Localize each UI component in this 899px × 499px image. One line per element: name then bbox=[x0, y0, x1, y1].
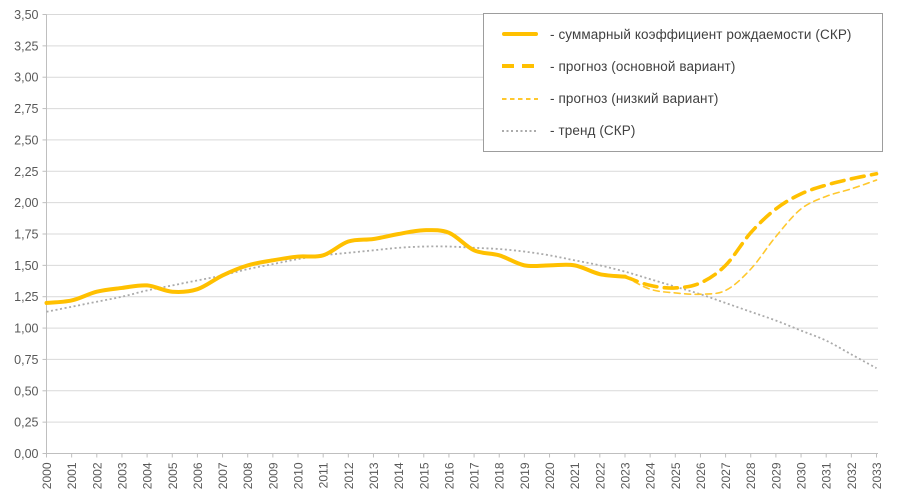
y-axis-tick-label: 1,75 bbox=[14, 227, 38, 241]
x-axis-tick-label: 2014 bbox=[392, 462, 406, 489]
y-axis-tick-label: 0,00 bbox=[14, 447, 38, 461]
y-axis-tick-label: 3,50 bbox=[14, 8, 38, 22]
legend-item-forecast-main: - прогноз (основной вариант) bbox=[502, 59, 876, 74]
y-axis-tick-label: 0,50 bbox=[14, 384, 38, 398]
y-axis-tick-label: 1,50 bbox=[14, 259, 38, 273]
x-axis-tick-label: 2031 bbox=[820, 462, 834, 489]
series-forecast-low-line bbox=[624, 179, 878, 296]
x-axis-tick-label: 2032 bbox=[845, 462, 859, 489]
x-axis-tick-label: 2018 bbox=[493, 462, 507, 489]
x-axis-tick-label: 2015 bbox=[417, 462, 431, 489]
y-axis-tick-label: 2,75 bbox=[14, 102, 38, 116]
legend-swatch-thin-dashed-line bbox=[502, 97, 538, 100]
legend-swatch-dotted-line bbox=[502, 129, 538, 132]
x-axis-tick-label: 2027 bbox=[719, 462, 733, 489]
legend-label-forecast-low: - прогноз (низкий вариант) bbox=[550, 91, 719, 107]
x-axis-tick-label: 2017 bbox=[468, 462, 482, 489]
legend-label-trend: - тренд (СКР) bbox=[550, 123, 636, 139]
x-axis-tick-label: 2005 bbox=[166, 462, 180, 489]
y-axis-tick-label: 0,25 bbox=[14, 416, 38, 430]
x-axis-tick-label: 2030 bbox=[795, 462, 809, 489]
x-axis-tick-label: 2021 bbox=[568, 462, 582, 489]
x-axis-tick-label: 2033 bbox=[870, 462, 884, 489]
legend-item-forecast-low: - прогноз (низкий вариант) bbox=[502, 91, 876, 106]
x-axis-tick-label: 2007 bbox=[216, 462, 230, 489]
y-axis-tick-label: 2,00 bbox=[14, 196, 38, 210]
x-axis-tick-label: 2001 bbox=[65, 462, 79, 489]
legend-swatch-solid-line bbox=[502, 32, 538, 37]
x-axis-tick-label: 2026 bbox=[694, 462, 708, 489]
x-axis-tick-label: 2025 bbox=[669, 462, 683, 489]
x-axis-tick-label: 2011 bbox=[317, 462, 331, 488]
x-axis-tick-label: 2006 bbox=[191, 462, 205, 489]
x-axis-tick-label: 2003 bbox=[115, 462, 129, 489]
x-axis-tick-label: 2023 bbox=[618, 462, 632, 489]
legend-item-fact: - суммарный коэффициент рождаемости (СКР… bbox=[502, 27, 876, 42]
y-axis-tick-label: 1,25 bbox=[14, 290, 38, 304]
x-axis-tick-label: 2000 bbox=[40, 462, 54, 489]
x-axis-tick-label: 2004 bbox=[141, 462, 155, 489]
series-forecast-main-line bbox=[623, 171, 879, 290]
x-axis-tick-label: 2013 bbox=[367, 462, 381, 489]
x-axis-tick-label: 2009 bbox=[266, 462, 280, 489]
y-axis-tick-label: 2,25 bbox=[14, 165, 38, 179]
series-trend-line bbox=[46, 245, 877, 369]
x-axis-tick-label: 2020 bbox=[543, 462, 557, 489]
legend-swatch-thick-dashed-line bbox=[502, 64, 538, 69]
x-axis-tick-label: 2028 bbox=[744, 462, 758, 489]
legend-label-forecast-main: - прогноз (основной вариант) bbox=[550, 58, 736, 74]
legend-label-fact: - суммарный коэффициент рождаемости (СКР… bbox=[550, 26, 852, 42]
y-axis-tick-label: 1,00 bbox=[14, 322, 38, 336]
x-axis-tick-label: 2016 bbox=[442, 462, 456, 489]
x-axis-tick-label: 2022 bbox=[593, 462, 607, 489]
y-axis-tick-label: 2,50 bbox=[14, 133, 38, 147]
series-fact-line bbox=[44, 228, 627, 305]
legend-box: - суммарный коэффициент рождаемости (СКР… bbox=[483, 13, 883, 152]
x-axis-tick-label: 2010 bbox=[292, 462, 306, 489]
x-axis-tick-label: 2008 bbox=[241, 462, 255, 489]
x-axis-tick-label: 2019 bbox=[518, 462, 532, 489]
x-axis-tick-label: 2002 bbox=[90, 462, 104, 489]
y-axis-tick-label: 3,25 bbox=[14, 39, 38, 53]
y-axis-tick-label: 0,75 bbox=[14, 353, 38, 367]
y-axis-tick-label: 3,00 bbox=[14, 71, 38, 85]
x-axis-tick-label: 2024 bbox=[644, 462, 658, 489]
x-axis-tick-label: 2012 bbox=[342, 462, 356, 489]
legend-item-trend: - тренд (СКР) bbox=[502, 123, 876, 138]
x-axis-tick-label: 2029 bbox=[769, 462, 783, 489]
